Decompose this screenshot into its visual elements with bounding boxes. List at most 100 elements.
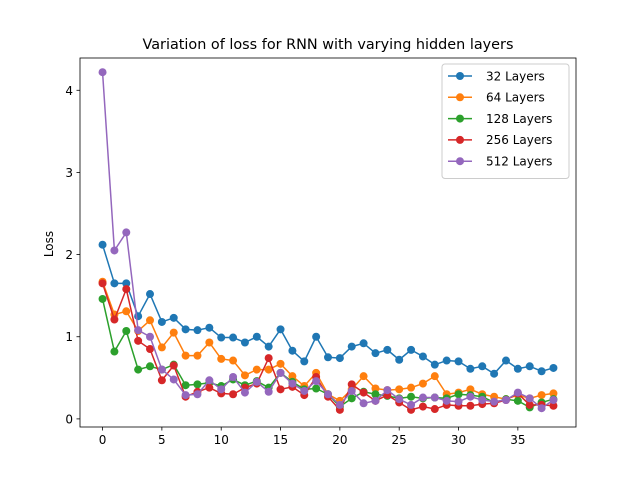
data-point-256-layers-31 (466, 401, 475, 410)
data-point-64-layers-23 (371, 384, 380, 393)
data-point-512-layers-31 (466, 392, 475, 401)
data-point-64-layers-15 (276, 359, 285, 368)
data-point-32-layers-12 (240, 338, 249, 347)
x-tick-label: 0 (99, 433, 107, 447)
data-point-32-layers-32 (478, 362, 487, 371)
data-point-512-layers-14 (264, 387, 273, 396)
data-point-512-layers-36 (525, 394, 534, 403)
data-point-512-layers-33 (490, 397, 499, 406)
data-point-512-layers-6 (169, 375, 178, 384)
data-point-32-layers-11 (229, 333, 238, 342)
data-point-512-layers-16 (288, 379, 297, 388)
x-tick-label: 20 (332, 433, 347, 447)
data-point-64-layers-22 (359, 372, 368, 381)
data-point-256-layers-38 (549, 401, 558, 410)
data-point-512-layers-7 (181, 391, 190, 400)
data-point-512-layers-2 (122, 228, 131, 237)
data-point-32-layers-2 (122, 279, 131, 288)
data-point-128-layers-30 (454, 390, 463, 399)
data-point-512-layers-35 (513, 388, 522, 397)
data-point-128-layers-0 (98, 294, 107, 303)
legend-item-256-layers: 256 Layers (448, 133, 552, 147)
data-point-64-layers-13 (252, 365, 261, 374)
legend: 32 Layers 64 Layers 128 Layers 256 Layers 51… (441, 63, 570, 179)
plot-frame (79, 57, 577, 428)
x-tick-label: 30 (451, 433, 466, 447)
data-point-512-layers-11 (229, 372, 238, 381)
data-point-32-layers-17 (300, 357, 309, 366)
data-point-512-layers-28 (430, 393, 439, 402)
data-point-32-layers-21 (347, 342, 356, 351)
legend-marker (456, 72, 464, 80)
data-point-128-layers-23 (371, 390, 380, 399)
data-point-32-layers-3 (134, 312, 143, 321)
data-point-64-layers-6 (169, 328, 178, 337)
data-point-64-layers-26 (407, 383, 416, 392)
data-point-256-layers-28 (430, 405, 439, 414)
data-point-512-layers-5 (157, 365, 166, 374)
data-point-512-layers-30 (454, 397, 463, 406)
legend-item-32-layers: 32 Layers (448, 69, 545, 83)
data-point-32-layers-6 (169, 313, 178, 322)
data-point-64-layers-14 (264, 365, 273, 374)
data-point-512-layers-25 (395, 395, 404, 404)
x-tick-label: 15 (273, 433, 288, 447)
data-point-32-layers-18 (312, 332, 321, 341)
data-point-128-layers-3 (134, 365, 143, 374)
data-point-64-layers-11 (229, 356, 238, 365)
data-point-512-layers-21 (347, 386, 356, 395)
data-point-32-layers-5 (157, 317, 166, 326)
data-point-512-layers-17 (300, 386, 309, 395)
data-point-32-layers-37 (537, 367, 546, 376)
data-point-128-layers-18 (312, 384, 321, 393)
legend-label: 32 Layers (486, 69, 545, 83)
series-layer (98, 68, 558, 414)
data-point-256-layers-22 (359, 388, 368, 397)
y-tick-label: 4 (65, 84, 73, 98)
data-point-32-layers-4 (146, 290, 155, 299)
data-point-64-layers-7 (181, 351, 190, 360)
data-point-256-layers-36 (525, 400, 534, 409)
data-point-64-layers-28 (430, 372, 439, 381)
data-point-64-layers-37 (537, 391, 546, 400)
data-point-256-layers-27 (418, 402, 427, 411)
legend-marker (456, 135, 464, 144)
data-point-32-layers-15 (276, 325, 285, 334)
data-point-256-layers-4 (146, 345, 155, 354)
legend-label: 128 Layers (486, 112, 552, 126)
data-point-32-layers-22 (359, 339, 368, 348)
data-point-256-layers-0 (98, 279, 107, 288)
data-point-512-layers-37 (537, 404, 546, 413)
legend-item-512-layers: 512 Layers (448, 155, 552, 169)
legend-box (441, 63, 570, 179)
data-point-256-layers-3 (134, 336, 143, 345)
data-point-32-layers-16 (288, 346, 297, 355)
data-point-64-layers-38 (549, 389, 558, 398)
data-point-128-layers-21 (347, 394, 356, 403)
legend-label: 256 Layers (486, 133, 552, 147)
legend-item-128-layers: 128 Layers (448, 112, 552, 126)
data-point-128-layers-8 (193, 380, 202, 389)
data-point-256-layers-21 (347, 380, 356, 389)
data-point-64-layers-4 (146, 316, 155, 325)
data-point-32-layers-36 (525, 362, 534, 371)
data-point-128-layers-7 (181, 381, 190, 390)
data-point-128-layers-4 (146, 362, 155, 371)
data-point-256-layers-6 (169, 361, 178, 370)
data-point-256-layers-14 (264, 354, 273, 363)
x-tick-label: 5 (158, 433, 166, 447)
data-point-64-layers-10 (217, 354, 226, 363)
legend-item-64-layers: 64 Layers (448, 91, 545, 105)
data-point-32-layers-30 (454, 357, 463, 366)
chart-title: Variation of loss for RNN with varying h… (143, 37, 514, 53)
data-point-64-layers-25 (395, 385, 404, 394)
data-point-32-layers-33 (490, 369, 499, 378)
data-point-32-layers-38 (549, 363, 558, 372)
data-point-32-layers-26 (407, 345, 416, 354)
data-point-32-layers-35 (513, 364, 522, 373)
data-point-512-layers-38 (549, 396, 558, 404)
x-tick-label: 10 (214, 433, 229, 447)
data-point-256-layers-2 (122, 285, 131, 294)
data-point-512-layers-18 (312, 377, 321, 386)
